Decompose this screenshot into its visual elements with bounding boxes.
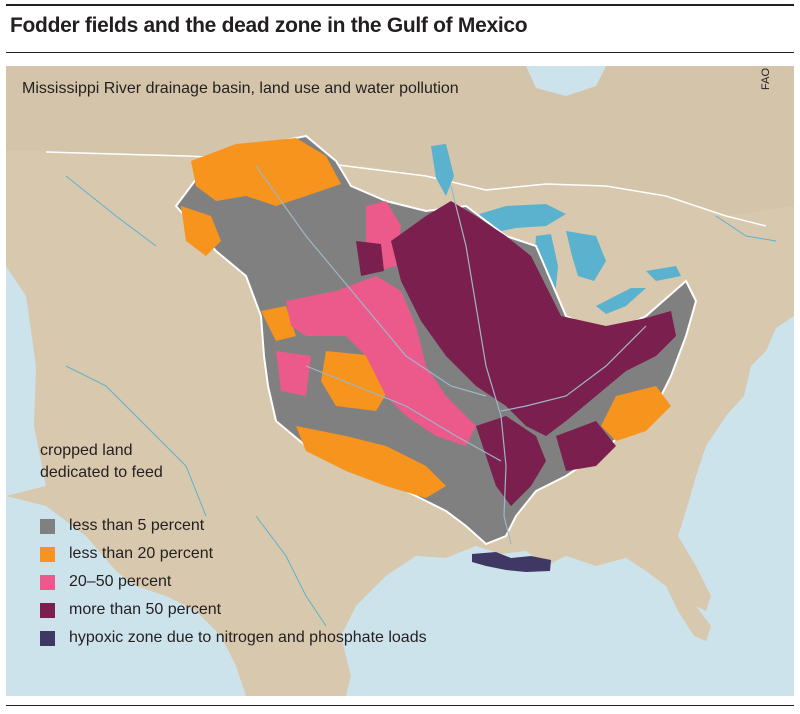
legend-heading: cropped land dedicated to feed — [40, 440, 240, 484]
legend-swatch — [40, 631, 55, 646]
legend-swatch — [40, 519, 55, 534]
legend-label: less than 20 percent — [69, 545, 213, 563]
legend-swatch — [40, 575, 55, 590]
source-credit: FAO — [760, 68, 772, 90]
bottom-rule — [6, 705, 794, 706]
legend-label: more than 50 percent — [69, 601, 221, 619]
legend-item: 20–50 percent — [40, 568, 427, 596]
figure-title: Fodder fields and the dead zone in the G… — [10, 14, 527, 38]
legend-swatch — [40, 547, 55, 562]
legend-item: less than 20 percent — [40, 540, 427, 568]
legend-item: hypoxic zone due to nitrogen and phospha… — [40, 624, 427, 652]
legend-label: less than 5 percent — [69, 517, 204, 535]
basin-pink-southwest — [276, 351, 311, 396]
legend-label: 20–50 percent — [69, 573, 171, 591]
legend: less than 5 percent less than 20 percent… — [40, 512, 427, 652]
map-subtitle: Mississippi River drainage basin, land u… — [22, 80, 459, 98]
legend-swatch — [40, 603, 55, 618]
legend-heading-line1: cropped land — [40, 440, 240, 462]
legend-label: hypoxic zone due to nitrogen and phospha… — [69, 629, 427, 647]
title-rule — [6, 52, 794, 53]
legend-item: more than 50 percent — [40, 596, 427, 624]
legend-heading-line2: dedicated to feed — [40, 462, 240, 484]
legend-item: less than 5 percent — [40, 512, 427, 540]
top-rule — [6, 4, 794, 6]
